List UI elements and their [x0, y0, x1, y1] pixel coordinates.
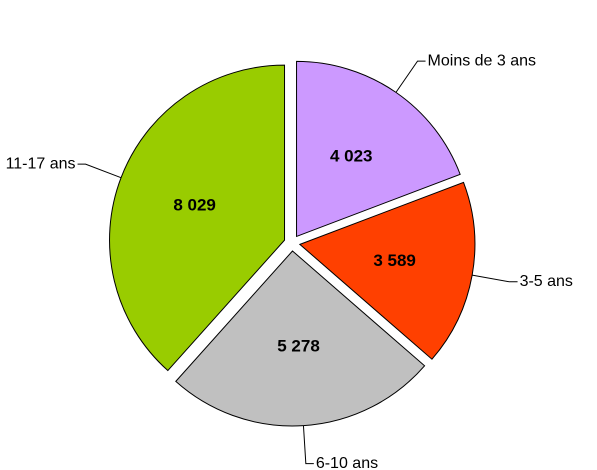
leader-line [472, 274, 518, 283]
category-label: 11-17 ans [6, 155, 76, 172]
leader-line [77, 163, 122, 179]
leader-line [395, 60, 426, 93]
data-label: 5 278 [277, 337, 320, 356]
pie-slice [109, 64, 286, 372]
data-label: 8 029 [173, 195, 216, 214]
category-label: 3-5 ans [520, 273, 573, 290]
leader-line [302, 425, 314, 465]
data-label: 4 023 [330, 147, 373, 166]
pie-slice [175, 250, 426, 427]
category-label: 6-10 ans [316, 455, 378, 470]
data-label: 3 589 [373, 251, 416, 270]
category-label: Moins de 3 ans [428, 52, 537, 69]
